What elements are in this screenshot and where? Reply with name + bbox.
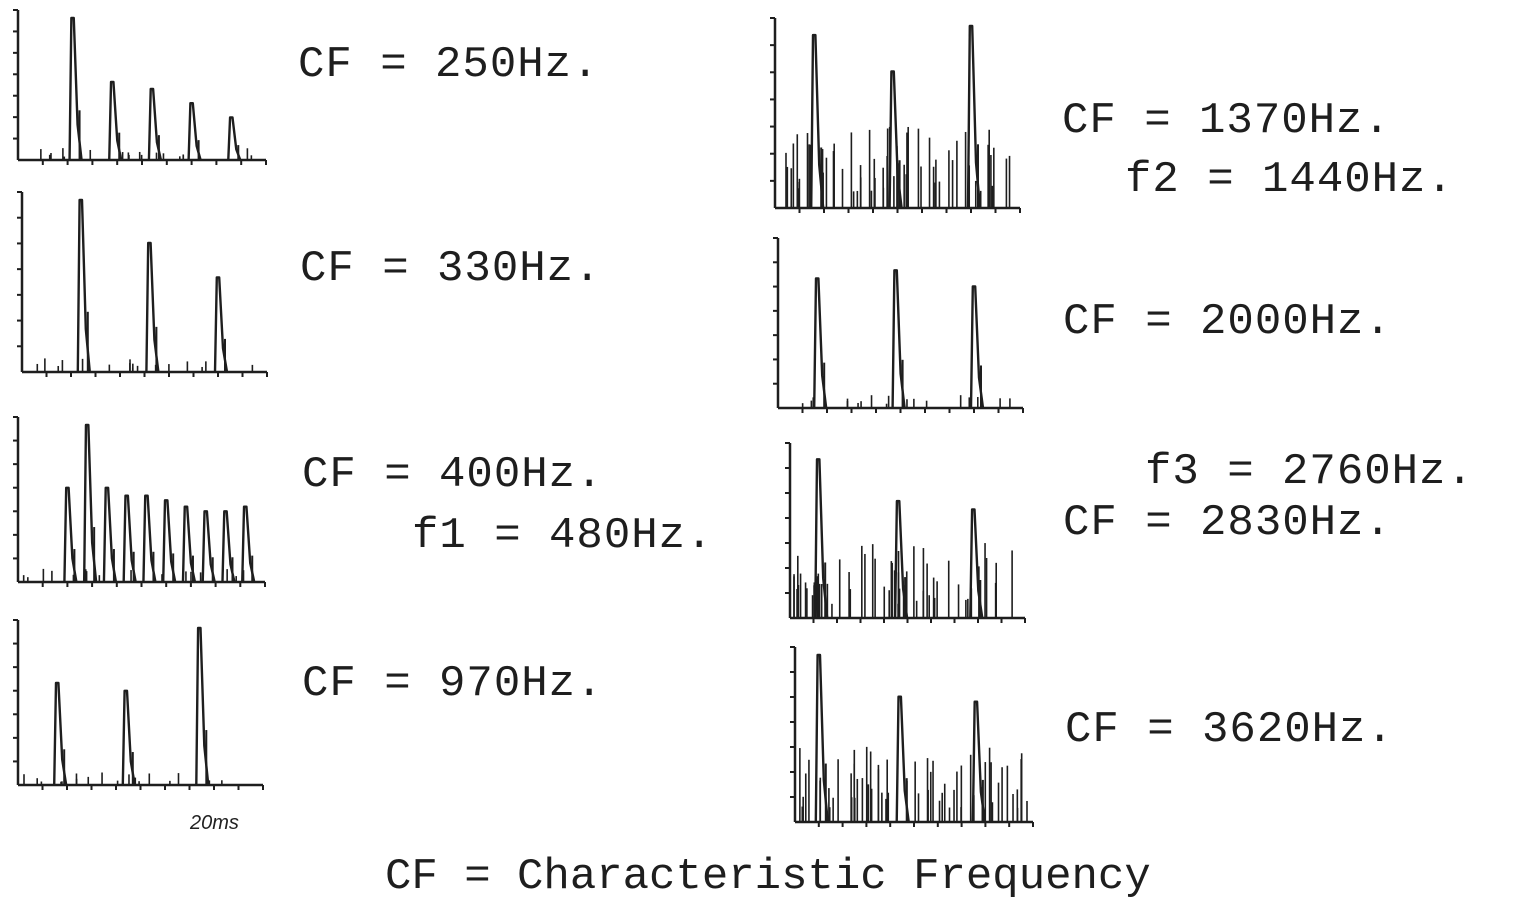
histogram-cf-400: [13, 416, 266, 587]
time-scale-label: 20ms: [189, 812, 239, 834]
label-f2: f2 = 1440Hz.: [1125, 155, 1454, 205]
histogram-cf-250: [13, 9, 267, 165]
label-cf-400: CF = 400Hz.: [302, 450, 604, 500]
label-cf-250: CF = 250Hz.: [298, 40, 600, 90]
histogram-cf-1370: [770, 17, 1021, 213]
label-f1: f1 = 480Hz.: [412, 511, 714, 561]
histogram-cf-2830: [785, 442, 1026, 623]
label-cf-3620: CF = 3620Hz.: [1065, 705, 1394, 755]
label-cf-1370: CF = 1370Hz.: [1062, 96, 1391, 146]
label-cf-2000: CF = 2000Hz.: [1063, 297, 1392, 347]
histogram-cf-2000: [773, 237, 1024, 413]
label-cf-330: CF = 330Hz.: [300, 244, 602, 294]
histogram-cf-970: [13, 619, 264, 790]
label-cf-2830: CF = 2830Hz.: [1063, 498, 1392, 548]
footer-caption: CF = Characteristic Frequency: [385, 852, 1151, 902]
label-f3: f3 = 2760Hz.: [1145, 447, 1474, 497]
histogram-cf-330: [17, 191, 268, 377]
histogram-cf-3620: [790, 646, 1034, 827]
label-cf-970: CF = 970Hz.: [302, 659, 604, 709]
